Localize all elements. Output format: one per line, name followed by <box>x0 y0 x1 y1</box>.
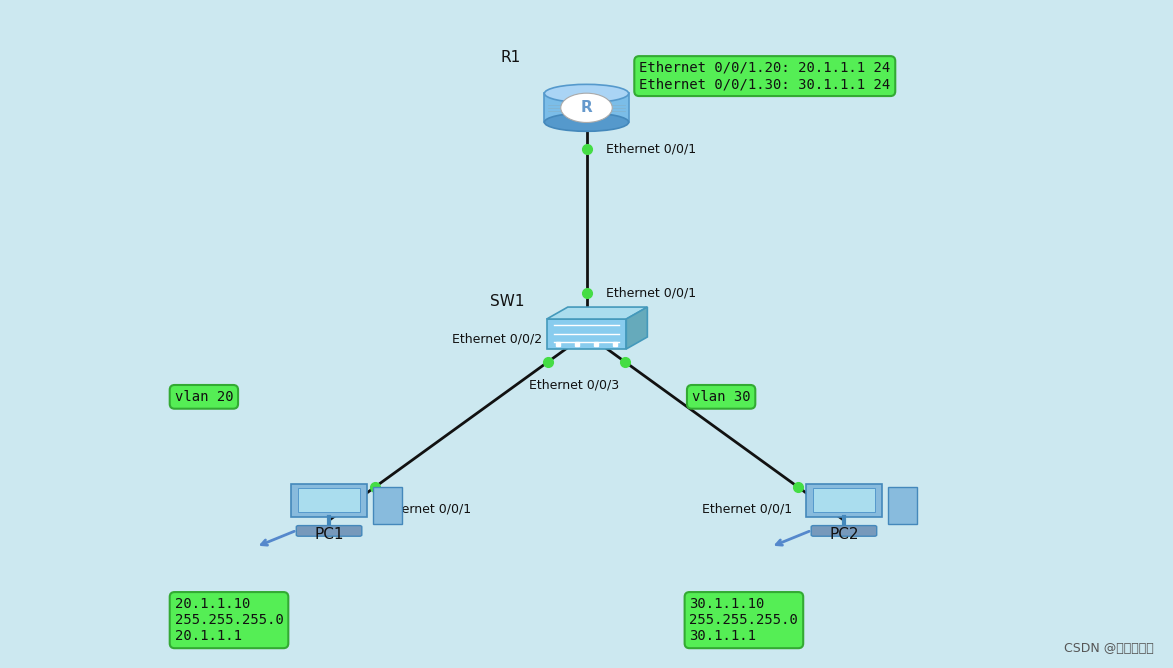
FancyBboxPatch shape <box>298 488 360 512</box>
FancyBboxPatch shape <box>888 487 917 524</box>
Text: PC2: PC2 <box>829 527 859 542</box>
FancyBboxPatch shape <box>373 487 402 524</box>
FancyBboxPatch shape <box>806 484 882 517</box>
Text: Ethernet 0/0/1: Ethernet 0/0/1 <box>381 503 472 516</box>
Ellipse shape <box>544 84 629 103</box>
Text: Ethernet 0/0/2: Ethernet 0/0/2 <box>453 333 542 346</box>
Text: Ethernet 0/0/1: Ethernet 0/0/1 <box>701 503 792 516</box>
FancyBboxPatch shape <box>812 526 876 536</box>
Text: Ethernet 0/0/1.20: 20.1.1.1 24
Ethernet 0/0/1.30: 30.1.1.1 24: Ethernet 0/0/1.20: 20.1.1.1 24 Ethernet … <box>639 61 890 92</box>
Text: PC1: PC1 <box>314 527 344 542</box>
FancyBboxPatch shape <box>547 319 626 349</box>
Text: CSDN @业余幻想家: CSDN @业余幻想家 <box>1064 642 1154 655</box>
Circle shape <box>561 94 612 122</box>
Text: 20.1.1.10
255.255.255.0
20.1.1.1: 20.1.1.10 255.255.255.0 20.1.1.1 <box>175 597 284 643</box>
Text: vlan 30: vlan 30 <box>692 390 751 404</box>
Text: R: R <box>581 100 592 116</box>
Polygon shape <box>547 307 647 319</box>
FancyBboxPatch shape <box>544 94 629 122</box>
Text: vlan 20: vlan 20 <box>175 390 233 404</box>
Text: Ethernet 0/0/1: Ethernet 0/0/1 <box>605 142 696 155</box>
Text: SW1: SW1 <box>489 294 524 309</box>
FancyBboxPatch shape <box>813 488 875 512</box>
Text: Ethernet 0/0/3: Ethernet 0/0/3 <box>529 378 619 391</box>
Text: R1: R1 <box>501 49 521 65</box>
Text: 30.1.1.10
255.255.255.0
30.1.1.1: 30.1.1.10 255.255.255.0 30.1.1.1 <box>690 597 799 643</box>
Polygon shape <box>626 307 647 349</box>
FancyBboxPatch shape <box>291 484 367 517</box>
Ellipse shape <box>544 113 629 132</box>
FancyBboxPatch shape <box>297 526 361 536</box>
Text: Ethernet 0/0/1: Ethernet 0/0/1 <box>605 287 696 300</box>
